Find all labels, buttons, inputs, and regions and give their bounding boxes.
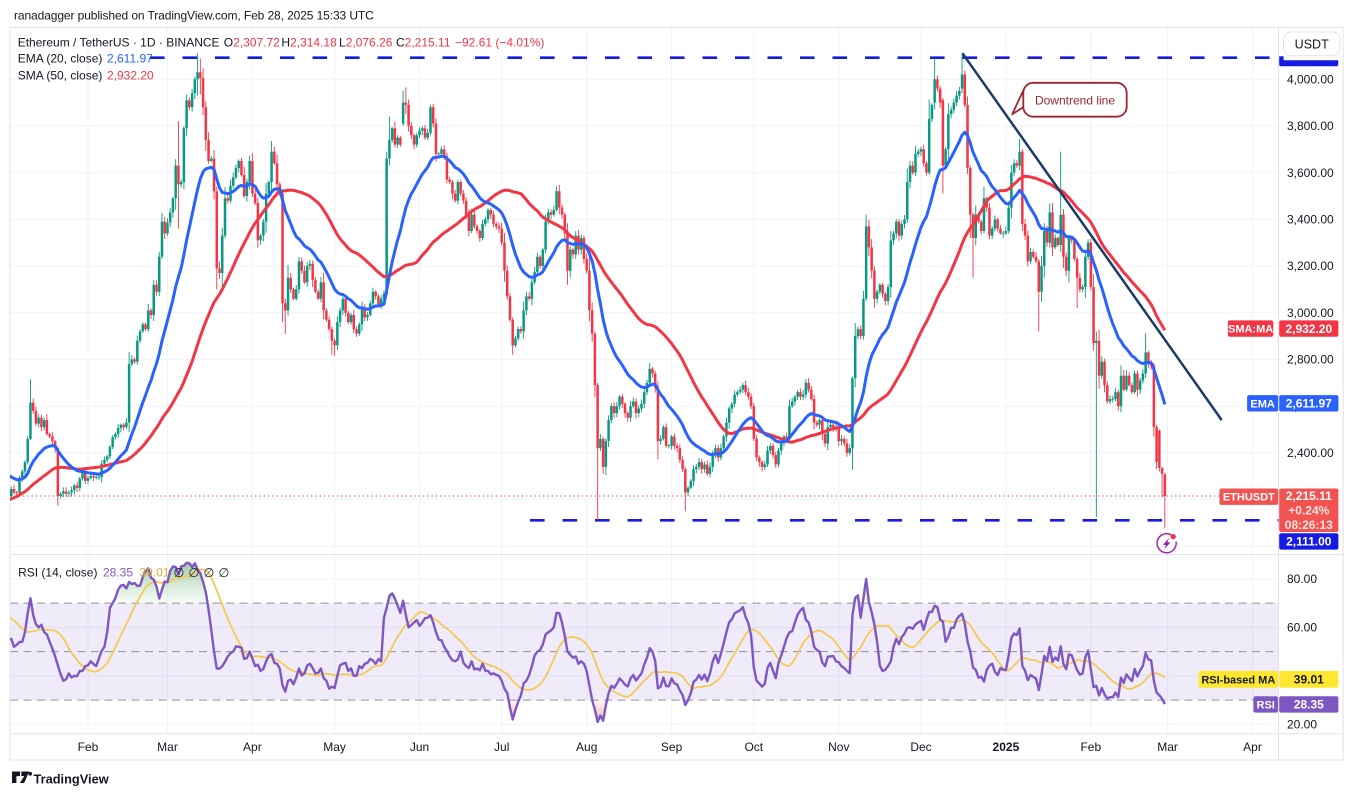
svg-text:EMA (20, close)2,611.97: EMA (20, close) 2,611.97 bbox=[18, 52, 153, 66]
svg-text:Apr: Apr bbox=[243, 740, 262, 754]
svg-text:4,000.00: 4,000.00 bbox=[1287, 72, 1334, 86]
svg-text:Downtrend line: Downtrend line bbox=[1035, 93, 1115, 107]
svg-text:3,000.00: 3,000.00 bbox=[1287, 306, 1334, 320]
svg-text:Jul: Jul bbox=[494, 740, 509, 754]
svg-text:Ethereum / TetherUS · 1D · BIN: Ethereum / TetherUS · 1D · BINANCE O2,307… bbox=[18, 36, 545, 50]
svg-text:Oct: Oct bbox=[744, 740, 763, 754]
svg-text:∅: ∅ bbox=[219, 566, 230, 580]
svg-text:SMA (50, close)2,932.20: SMA (50, close) 2,932.20 bbox=[18, 69, 154, 83]
svg-text:3,800.00: 3,800.00 bbox=[1287, 119, 1334, 133]
svg-text:2,611.97: 2,611.97 bbox=[1286, 397, 1332, 411]
svg-text:Apr: Apr bbox=[1243, 740, 1262, 754]
svg-text:3,400.00: 3,400.00 bbox=[1287, 213, 1334, 227]
svg-text:May: May bbox=[323, 740, 346, 754]
svg-text:2,800.00: 2,800.00 bbox=[1287, 353, 1334, 367]
svg-text:TradingView: TradingView bbox=[34, 772, 109, 787]
svg-text:RSI-based MA: RSI-based MA bbox=[1201, 674, 1275, 686]
svg-text:Feb: Feb bbox=[1080, 740, 1101, 754]
svg-text:20.00: 20.00 bbox=[1287, 718, 1317, 732]
svg-text:Mar: Mar bbox=[157, 740, 178, 754]
svg-text:2,111.00: 2,111.00 bbox=[1286, 535, 1332, 549]
svg-text:∅: ∅ bbox=[204, 566, 215, 580]
svg-text:ranadagger published on Tradin: ranadagger published on TradingView.com,… bbox=[14, 9, 374, 23]
svg-text:28.35: 28.35 bbox=[1294, 698, 1324, 712]
svg-text:∅: ∅ bbox=[174, 566, 185, 580]
svg-text:Jun: Jun bbox=[410, 740, 429, 754]
svg-text:Dec: Dec bbox=[910, 740, 931, 754]
svg-text:3,200.00: 3,200.00 bbox=[1287, 259, 1334, 273]
svg-text:39.01: 39.01 bbox=[1294, 673, 1324, 687]
svg-text:80.00: 80.00 bbox=[1287, 572, 1317, 586]
svg-text:EMA: EMA bbox=[1250, 398, 1275, 410]
svg-text:2025: 2025 bbox=[993, 740, 1020, 754]
svg-text:2,215.11: 2,215.11 bbox=[1286, 489, 1332, 503]
svg-text:3,600.00: 3,600.00 bbox=[1287, 166, 1334, 180]
svg-text:Nov: Nov bbox=[828, 740, 849, 754]
svg-text:Sep: Sep bbox=[661, 740, 683, 754]
svg-text:08:26:13: 08:26:13 bbox=[1285, 518, 1333, 532]
svg-text:∅: ∅ bbox=[189, 566, 200, 580]
svg-text:SMA:MA: SMA:MA bbox=[1228, 324, 1273, 336]
svg-text:RSI: RSI bbox=[1257, 699, 1275, 711]
svg-text:Mar: Mar bbox=[1157, 740, 1178, 754]
svg-text:ETHUSDT: ETHUSDT bbox=[1223, 492, 1275, 504]
svg-text:+0.24%: +0.24% bbox=[1288, 504, 1329, 518]
svg-text:Feb: Feb bbox=[78, 740, 99, 754]
svg-text:Aug: Aug bbox=[576, 740, 597, 754]
svg-text:2,932.20: 2,932.20 bbox=[1285, 322, 1332, 336]
svg-text:USDT: USDT bbox=[1295, 37, 1329, 51]
svg-text:2,400.00: 2,400.00 bbox=[1287, 446, 1334, 460]
svg-text:60.00: 60.00 bbox=[1287, 621, 1317, 635]
